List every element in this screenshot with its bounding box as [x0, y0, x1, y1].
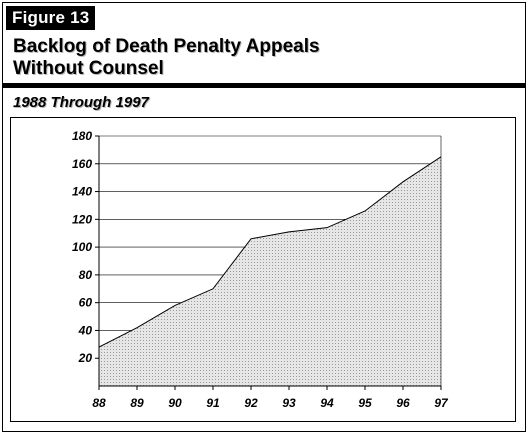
area-fill — [99, 156, 441, 386]
x-tick-label-88: 88 — [92, 396, 106, 410]
y-tick-label-60: 60 — [79, 296, 93, 310]
y-tick-label-80: 80 — [79, 268, 93, 282]
area-line — [98, 156, 442, 348]
x-tick-label-89: 89 — [130, 396, 144, 410]
chart-box: 20 40 60 80 100 120 140 160 180 88 89 90 91 92 93 94 95… — [10, 117, 516, 422]
y-tick-label-180: 180 — [72, 129, 92, 143]
x-tick-labels: 88 89 90 91 92 93 94 95 96 97 — [92, 396, 449, 410]
title-rule — [3, 83, 525, 88]
figure-label: Figure 13 — [6, 6, 96, 30]
x-tick-label-92: 92 — [244, 396, 258, 410]
y-tick-labels: 20 40 60 80 100 120 140 160 180 — [72, 129, 92, 365]
x-tick-label-95: 95 — [358, 396, 372, 410]
y-tick-label-40: 40 — [78, 323, 93, 337]
y-tick-label-20: 20 — [78, 351, 93, 365]
x-tick-label-90: 90 — [168, 396, 182, 410]
y-tick-label-140: 140 — [72, 185, 92, 199]
y-tick-label-160: 160 — [72, 157, 92, 171]
chart-subtitle: 1988 Through 1997 — [13, 94, 149, 111]
x-tick-label-91: 91 — [206, 396, 220, 410]
x-tick-label-96: 96 — [396, 396, 410, 410]
x-tick-label-93: 93 — [282, 396, 296, 410]
axes — [95, 135, 442, 390]
y-tick-label-120: 120 — [72, 212, 92, 226]
chart-title-line-1: Backlog of Death Penalty Appeals — [13, 36, 320, 57]
y-tick-label-100: 100 — [72, 240, 92, 254]
area-series — [98, 156, 442, 386]
chart-title: Backlog of Death Penalty Appeals Without… — [13, 36, 513, 80]
x-tick-label-94: 94 — [320, 396, 334, 410]
chart-title-line-2: Without Counsel — [13, 58, 164, 79]
area-chart: 20 40 60 80 100 120 140 160 180 88 89 90 91 92 93 94 95… — [72, 129, 449, 410]
x-tick-label-97: 97 — [434, 396, 449, 410]
